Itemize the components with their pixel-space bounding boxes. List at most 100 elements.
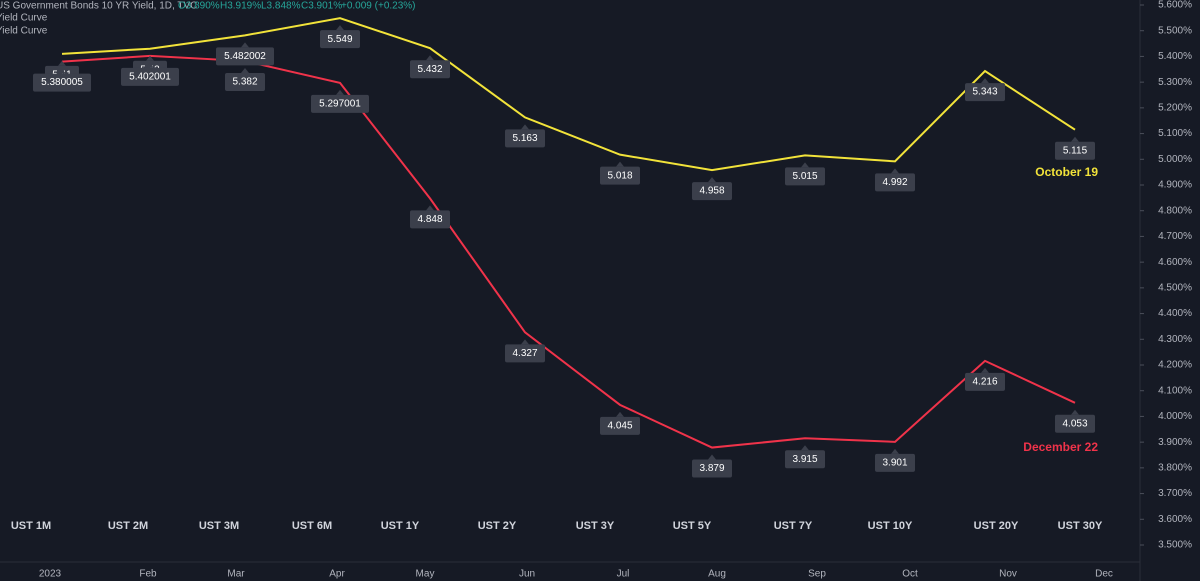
- label-pointer: [801, 162, 809, 168]
- value-label-text: 4.216: [972, 377, 997, 388]
- ohlc-value: +0.009 (+0.23%): [341, 1, 416, 12]
- value-label-text: 4.053: [1062, 418, 1087, 429]
- label-box: [410, 210, 450, 229]
- x-tick-label: UST 7Y: [774, 520, 813, 532]
- value-label: 5.380005: [33, 68, 91, 92]
- value-label-text: 5.115: [1063, 145, 1088, 156]
- y-tick-label: 5.200%: [1158, 102, 1192, 113]
- value-label-text: 4.045: [607, 420, 632, 431]
- indicator: Yield Curve: [0, 13, 48, 24]
- value-label: 5.015: [785, 162, 825, 186]
- x-tick-label: UST 10Y: [868, 520, 913, 532]
- label-pointer: [1071, 136, 1079, 142]
- legend-label: October 19: [1035, 165, 1098, 179]
- value-label: 5.382: [225, 68, 265, 92]
- value-label: 3.879: [692, 454, 732, 478]
- y-tick-label: 4.900%: [1158, 180, 1192, 191]
- ohlc-value: O3.890%: [178, 1, 220, 12]
- label-pointer: [1071, 409, 1079, 415]
- value-label: 5.163: [505, 124, 545, 148]
- series-line: [61, 17, 1076, 172]
- value-label: 5.432: [410, 55, 450, 79]
- label-pointer: [801, 445, 809, 451]
- label-box: [965, 372, 1005, 391]
- ohlc-value: H3.919%: [220, 1, 261, 12]
- value-label-text: 5.343: [972, 87, 997, 98]
- label-pointer: [426, 205, 434, 211]
- time-label: Mar: [227, 569, 245, 580]
- value-label: 5.402001: [121, 62, 179, 86]
- value-label-text: 5.382: [232, 77, 257, 88]
- label-box: [320, 30, 360, 49]
- label-box: [965, 83, 1005, 102]
- value-label: 4.053: [1055, 409, 1095, 433]
- label-box: [505, 129, 545, 148]
- chart-title: US Government Bonds 10 YR Yield, 1D, TVC: [0, 1, 197, 12]
- label-box: [410, 60, 450, 79]
- value-label: 3.901: [875, 448, 915, 472]
- label-box: [121, 67, 179, 86]
- value-label: 4.327: [505, 339, 545, 363]
- label-box: [692, 459, 732, 478]
- value-label-text: 4.992: [882, 177, 907, 188]
- time-label: Nov: [999, 569, 1017, 580]
- label-box: [875, 173, 915, 192]
- y-tick-label: 4.700%: [1158, 231, 1192, 242]
- time-label: May: [416, 569, 435, 580]
- x-tick-label: UST 20Y: [974, 520, 1019, 532]
- value-label-text: 5.380005: [41, 77, 83, 88]
- ohlc-value: L3.848%: [261, 1, 301, 12]
- label-pointer: [58, 60, 66, 66]
- label-pointer: [891, 448, 899, 454]
- legend-label: December 22: [1023, 440, 1098, 454]
- x-tick-label: UST 1Y: [381, 520, 420, 532]
- label-pointer: [616, 411, 624, 417]
- value-label-text: 5.018: [607, 170, 632, 181]
- x-tick-label: UST 3Y: [576, 520, 615, 532]
- time-label: Jun: [519, 569, 535, 580]
- value-label-text: 5.549: [327, 34, 352, 45]
- value-label: 4.216: [965, 367, 1005, 391]
- x-tick-label: UST 2M: [108, 520, 148, 532]
- label-pointer: [891, 168, 899, 174]
- label-pointer: [336, 89, 344, 95]
- y-tick-label: 4.400%: [1158, 308, 1192, 319]
- label-pointer: [521, 124, 529, 130]
- value-label-text: 5.163: [512, 133, 537, 144]
- label-pointer: [146, 55, 154, 61]
- y-tick-label: 4.000%: [1158, 411, 1192, 422]
- value-label-text: 4.958: [699, 186, 724, 197]
- label-box: [692, 182, 732, 201]
- y-tick-label: 4.200%: [1158, 360, 1192, 371]
- label-box: [785, 450, 825, 469]
- y-tick-label: 5.300%: [1158, 77, 1192, 88]
- y-tick-label: 4.800%: [1158, 205, 1192, 216]
- label-pointer: [981, 78, 989, 84]
- series-line: [61, 54, 1076, 449]
- y-tick-label: 3.700%: [1158, 488, 1192, 499]
- value-label: 5.343: [965, 78, 1005, 102]
- value-label: 4.992: [875, 168, 915, 192]
- value-label-text: 3.915: [792, 454, 817, 465]
- value-label-text: 5.015: [792, 171, 817, 182]
- y-tick-label: 4.300%: [1158, 334, 1192, 345]
- value-label: 4.045: [600, 411, 640, 435]
- y-tick-label: 3.900%: [1158, 437, 1192, 448]
- label-box: [600, 416, 640, 435]
- y-tick-label: 3.500%: [1158, 540, 1192, 551]
- y-tick-label: 5.000%: [1158, 154, 1192, 165]
- time-label: Sep: [808, 569, 826, 580]
- value-label-text: 5.432: [417, 64, 442, 75]
- time-label: Jul: [617, 569, 630, 580]
- value-label-text: 4.848: [417, 214, 442, 225]
- ohlc-value: C3.901%: [301, 1, 342, 12]
- value-label: 5.115: [1055, 136, 1095, 160]
- label-box: [225, 73, 265, 92]
- label-pointer: [426, 55, 434, 61]
- label-pointer: [336, 25, 344, 31]
- time-label: 2023: [39, 569, 62, 580]
- x-tick-label: UST 5Y: [673, 520, 712, 532]
- value-label: 5.549: [320, 25, 360, 49]
- label-box: [505, 344, 545, 363]
- value-label-text: 3.879: [699, 463, 724, 474]
